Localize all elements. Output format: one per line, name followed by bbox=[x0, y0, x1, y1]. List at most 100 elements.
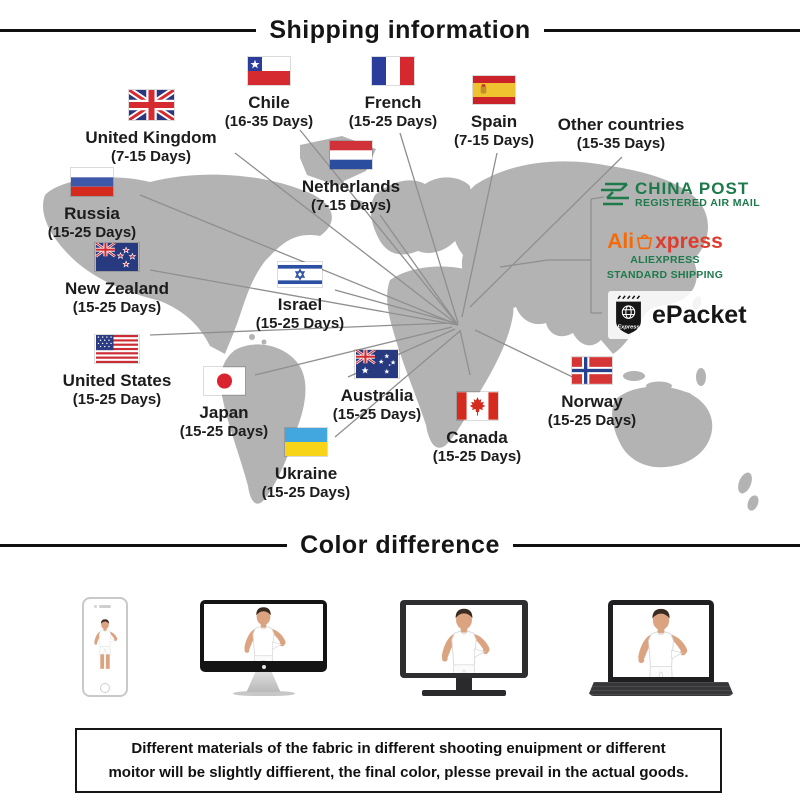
country-days: (7-15 Days) bbox=[110, 147, 192, 165]
header-rule-left bbox=[0, 544, 288, 547]
china-post-logo-icon bbox=[601, 183, 629, 206]
ukraine-flag-icon bbox=[285, 428, 327, 456]
country-days: (15-35 Days) bbox=[576, 134, 666, 152]
aliexpress-brand-xpress: xpress bbox=[655, 230, 723, 253]
country-name: Norway bbox=[561, 392, 623, 411]
country-days: (15-25 Days) bbox=[72, 298, 162, 316]
country-chile: Chile (16-35 Days) bbox=[189, 57, 349, 131]
aliexpress-cart-icon bbox=[636, 234, 653, 250]
country-days: (15-25 Days) bbox=[47, 223, 137, 241]
country-days: (7-15 Days) bbox=[310, 196, 392, 214]
imac-screen bbox=[200, 600, 327, 672]
country-new-zealand: New Zealand (15-25 Days) bbox=[37, 243, 197, 317]
united-states-flag-icon bbox=[96, 335, 138, 363]
country-days: (15-25 Days) bbox=[348, 112, 438, 130]
header-rule-right bbox=[543, 29, 800, 32]
disclaimer-line-1: Different materials of the fabric in dif… bbox=[131, 740, 666, 758]
phone-home-button bbox=[100, 682, 110, 693]
imac-desktop-mockup bbox=[200, 600, 327, 696]
australia-flag-icon bbox=[355, 350, 398, 378]
country-days: (15-25 Days) bbox=[547, 411, 637, 429]
epacket-shield-label: Express bbox=[617, 324, 639, 330]
france-flag-icon bbox=[372, 57, 414, 85]
shipping-header: Shipping information bbox=[0, 16, 800, 45]
laptop-keyboard-base bbox=[588, 682, 734, 696]
norway-flag-icon bbox=[572, 357, 612, 384]
country-other: Other countries (15-35 Days) bbox=[531, 112, 711, 153]
header-rule-right bbox=[512, 544, 800, 547]
color-disclaimer-box: Different materials of the fabric in dif… bbox=[75, 728, 722, 793]
header-rule-left bbox=[0, 29, 257, 32]
country-russia: Russia (15-25 Days) bbox=[12, 168, 172, 242]
desktop-monitor-mockup bbox=[400, 600, 528, 696]
country-japan: Japan (15-25 Days) bbox=[144, 367, 304, 441]
japan-flag-icon bbox=[203, 367, 245, 395]
country-name: Netherlands bbox=[301, 177, 401, 196]
country-name: Israel bbox=[277, 295, 323, 314]
country-spain: Spain (7-15 Days) bbox=[414, 76, 574, 150]
imac-product-photo bbox=[204, 604, 323, 661]
country-name: United States bbox=[62, 371, 172, 390]
country-french: French (15-25 Days) bbox=[313, 57, 473, 131]
disclaimer-line-2: moitor will be slightly diffierent, the … bbox=[108, 763, 689, 781]
new-zealand-flag-icon bbox=[95, 243, 138, 271]
aliexpress-line1: ALIEXPRESS bbox=[630, 254, 700, 266]
epacket-shield-icon: Express bbox=[616, 295, 641, 335]
route-connector-lines bbox=[139, 129, 623, 438]
aliexpress-brand-ali: Ali bbox=[607, 230, 635, 253]
monitor-stand bbox=[456, 678, 472, 690]
country-australia: Australia (15-25 Days) bbox=[297, 350, 457, 424]
imac-base bbox=[232, 691, 295, 696]
color-difference-title: Color difference bbox=[300, 531, 500, 559]
russia-flag-icon bbox=[71, 168, 113, 196]
country-days: (15-25 Days) bbox=[255, 314, 345, 332]
monitor-base bbox=[422, 690, 506, 696]
country-days: (15-25 Days) bbox=[261, 483, 351, 501]
country-israel: Israel (15-25 Days) bbox=[220, 262, 380, 333]
shipping-title: Shipping information bbox=[269, 16, 531, 44]
country-name: Other countries bbox=[557, 115, 685, 134]
china-post-name: CHINA POST bbox=[635, 179, 750, 198]
country-name: Canada bbox=[446, 428, 508, 447]
spain-flag-icon bbox=[473, 76, 515, 104]
country-canada: Canada (15-25 Days) bbox=[397, 392, 557, 466]
country-name: Ukraine bbox=[274, 464, 338, 483]
country-name: Russia bbox=[64, 204, 120, 223]
phone-speaker bbox=[99, 605, 111, 608]
country-united-states: United States (15-25 Days) bbox=[37, 335, 197, 409]
country-days: (15-25 Days) bbox=[432, 447, 522, 465]
color-difference-header: Color difference bbox=[0, 531, 800, 560]
phone-screen-product-photo bbox=[87, 611, 123, 678]
imac-stand bbox=[246, 672, 281, 692]
country-days: (7-15 Days) bbox=[453, 131, 535, 149]
country-name: Japan bbox=[199, 403, 249, 422]
country-united-kingdom: United Kingdom (7-15 Days) bbox=[71, 90, 231, 166]
country-name: New Zealand bbox=[65, 279, 169, 298]
chile-flag-icon bbox=[248, 57, 290, 85]
country-days: (15-25 Days) bbox=[179, 422, 269, 440]
country-days: (15-25 Days) bbox=[332, 405, 422, 423]
country-name: Australia bbox=[340, 386, 414, 405]
apple-logo-dot bbox=[261, 664, 266, 669]
china-post-subtitle: REGISTERED AIR MAIL bbox=[635, 196, 761, 209]
phone-camera-dot bbox=[94, 604, 97, 608]
canada-flag-icon bbox=[456, 392, 498, 420]
aliexpress-line2: STANDARD SHIPPING bbox=[606, 269, 724, 282]
monitor-product-photo bbox=[406, 605, 522, 673]
country-name: French bbox=[364, 93, 422, 112]
israel-flag-icon bbox=[278, 262, 322, 287]
smartphone-mockup bbox=[82, 597, 128, 697]
laptop-product-photo bbox=[613, 605, 709, 677]
country-days: (15-25 Days) bbox=[72, 390, 162, 408]
carrier-epacket: Express ePacket bbox=[608, 291, 753, 339]
netherlands-flag-icon bbox=[330, 141, 372, 169]
laptop-screen bbox=[608, 600, 714, 682]
country-netherlands: Netherlands (7-15 Days) bbox=[271, 141, 431, 215]
laptop-mockup bbox=[588, 600, 734, 696]
country-name: Chile bbox=[248, 93, 290, 112]
country-norway: Norway (15-25 Days) bbox=[512, 357, 672, 430]
united-kingdom-flag-icon bbox=[128, 90, 174, 120]
country-days: (16-35 Days) bbox=[224, 112, 314, 130]
world-map-section: United Kingdom (7-15 Days) Chile (16-35 … bbox=[0, 45, 800, 520]
country-name: Spain bbox=[470, 112, 518, 131]
